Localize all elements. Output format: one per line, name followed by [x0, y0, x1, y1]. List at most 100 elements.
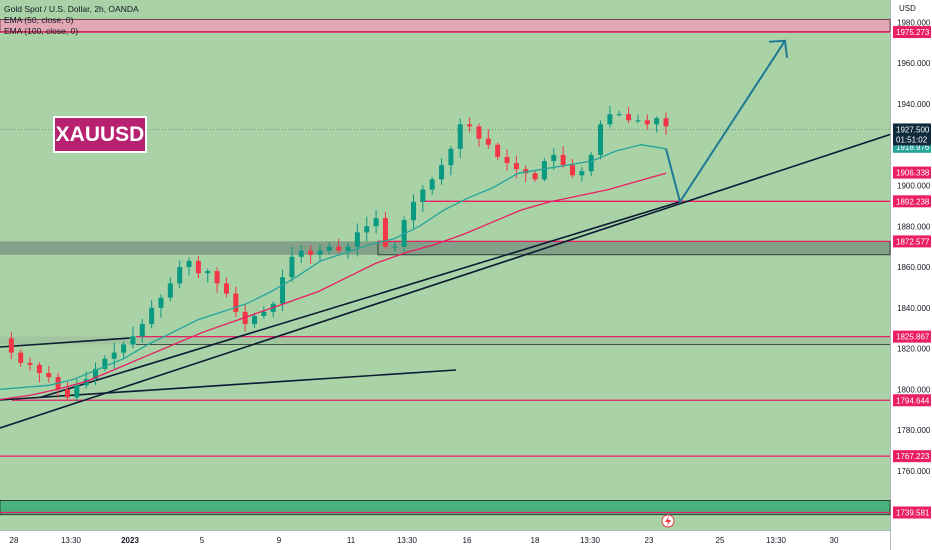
candle-body	[158, 297, 164, 308]
candle-body	[523, 169, 529, 174]
plot-background	[0, 0, 890, 530]
candle-body	[233, 293, 239, 312]
candle-body	[439, 165, 445, 180]
candle-body	[326, 246, 332, 251]
candle-body	[354, 232, 360, 247]
candle-body	[635, 120, 641, 122]
level-label-4: 1794.644	[896, 396, 930, 405]
chart-legend: Gold Spot / U.S. Dollar, 2h, OANDA EMA (…	[4, 4, 139, 37]
level-label-0: 1975.273	[896, 28, 930, 37]
candle-body	[8, 338, 14, 353]
candle-body	[626, 114, 632, 121]
price-tick-label-11: 1780.000	[897, 426, 931, 435]
zone-outline-bottom	[0, 500, 891, 516]
candle-body	[663, 118, 669, 127]
candle-body	[261, 311, 267, 316]
candle-body	[513, 163, 519, 170]
price-tick-label-1: 1980.000	[897, 18, 931, 27]
price-tick-label-5: 1900.000	[897, 182, 931, 191]
candle-body	[644, 120, 650, 125]
level-label-5-bg	[893, 450, 931, 463]
level-label-3-bg	[893, 330, 931, 343]
time-tick-label-2: 2023	[121, 536, 139, 545]
candle-body	[560, 154, 566, 166]
level-label-1: 1892.238	[896, 197, 930, 206]
level-label-6-bg	[893, 506, 931, 519]
candle-body	[205, 271, 211, 274]
candle-body	[541, 161, 547, 180]
ema50-value-label: 1918.976	[896, 143, 930, 152]
candle-body	[93, 368, 99, 380]
level-label-1-bg	[893, 195, 931, 208]
price-tick-label-8: 1840.000	[897, 304, 931, 313]
level-label-6: 1739.581	[896, 509, 930, 518]
candle-body	[485, 138, 491, 145]
currency-label: USD	[899, 4, 916, 13]
candle-body	[476, 126, 482, 139]
candle-body	[392, 246, 398, 248]
candle-body	[598, 124, 604, 155]
candle-body	[74, 385, 80, 398]
candle-body	[121, 344, 127, 353]
candle-body	[551, 154, 557, 162]
zone-0	[0, 19, 890, 32]
time-tick-label-13: 30	[830, 536, 839, 545]
symbol-logo-badge: XAUUSD	[53, 116, 147, 153]
time-tick-label-11: 25	[716, 536, 725, 545]
time-tick-label-5: 11	[347, 536, 356, 545]
level-label-5: 1767.223	[896, 452, 930, 461]
candle-body	[410, 201, 416, 221]
ema100-legend: EMA (100, close, 0)	[4, 26, 79, 36]
price-tick-label-7: 1860.000	[897, 263, 931, 272]
time-tick-label-0: 28	[10, 536, 19, 545]
price-tick-label-9: 1820.000	[897, 345, 931, 354]
ema100-value-label-bg	[893, 166, 931, 179]
candle-body	[186, 260, 192, 268]
candle-body	[298, 250, 304, 257]
time-tick-label-9: 13:30	[580, 536, 601, 545]
time-tick-label-10: 23	[645, 536, 654, 545]
candle-body	[317, 250, 323, 255]
time-tick-label-4: 9	[277, 536, 282, 545]
time-tick-label-1: 13:30	[61, 536, 82, 545]
candle-body	[167, 283, 173, 298]
candle-body	[373, 218, 379, 227]
candle-body	[177, 267, 183, 284]
trendline-channel-top	[0, 337, 131, 348]
level-label-0-bg	[893, 26, 931, 39]
time-tick-label-7: 16	[463, 536, 472, 545]
candle-body	[616, 114, 622, 116]
candle-body	[195, 260, 201, 274]
last-price-label: 1927.500	[896, 125, 930, 134]
price-tick-label-12: 1760.000	[897, 467, 931, 476]
candle-body	[18, 352, 24, 363]
candle-body	[27, 362, 33, 365]
candle-body	[579, 171, 585, 176]
candle-body	[64, 389, 70, 398]
time-tick-label-3: 5	[200, 536, 205, 545]
candle-body	[457, 124, 463, 149]
candle-body	[139, 324, 145, 337]
candle-body	[429, 179, 435, 190]
candle-body	[102, 358, 108, 369]
level-label-4-bg	[893, 394, 931, 407]
price-tick-label-2: 1960.000	[897, 59, 931, 68]
candle-body	[36, 364, 42, 374]
zone-2	[0, 336, 890, 345]
candle-body	[46, 373, 52, 378]
candle-body	[280, 277, 286, 304]
time-tick-label-12: 13:30	[766, 536, 787, 545]
candle-body	[654, 118, 660, 125]
candle-body	[345, 246, 351, 251]
price-tick-label-10: 1800.000	[897, 385, 931, 394]
candle-body	[588, 154, 594, 172]
trendline-support	[39, 201, 681, 399]
candle-body	[149, 307, 155, 325]
ema50-legend: EMA (50, close, 0)	[4, 15, 74, 25]
forecast-arrow-path	[665, 40, 786, 205]
candle-body	[336, 246, 342, 251]
trendline-main	[0, 133, 891, 429]
level-label-3: 1825.867	[896, 333, 930, 342]
